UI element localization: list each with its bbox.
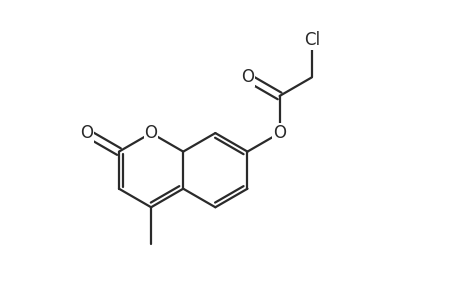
Text: O: O <box>273 124 285 142</box>
Text: O: O <box>144 124 157 142</box>
Text: O: O <box>80 124 93 142</box>
Text: O: O <box>241 68 253 86</box>
Text: Cl: Cl <box>303 31 319 49</box>
